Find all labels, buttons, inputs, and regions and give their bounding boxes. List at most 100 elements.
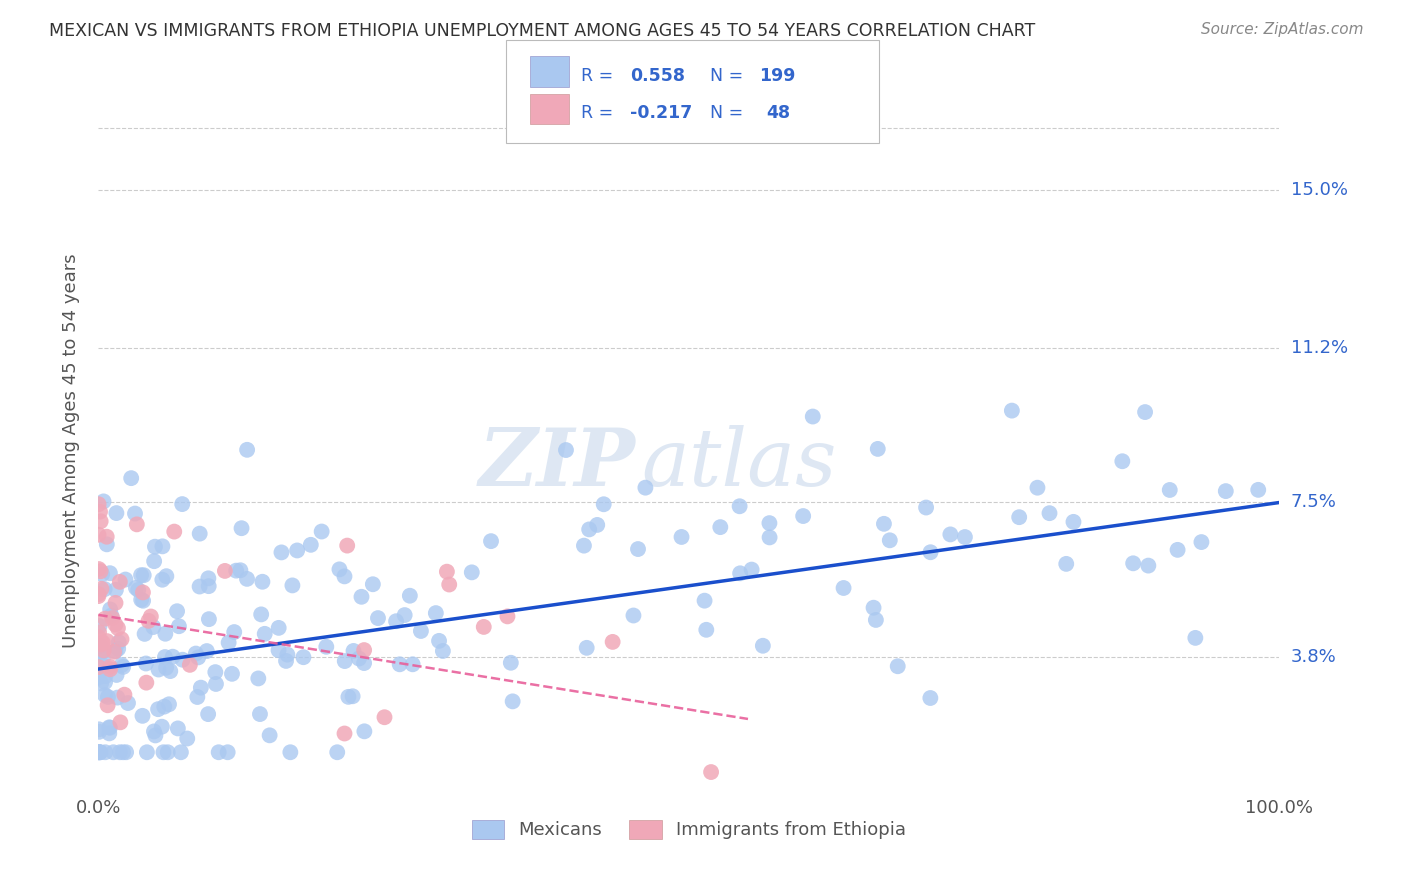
Point bbox=[87, 587, 110, 601]
Point bbox=[326, 745, 349, 759]
Point bbox=[104, 644, 127, 658]
Point bbox=[156, 745, 179, 759]
Point bbox=[409, 624, 432, 638]
Point bbox=[572, 539, 595, 553]
Point bbox=[250, 607, 273, 622]
Point bbox=[186, 690, 208, 704]
Point bbox=[425, 606, 447, 620]
Point bbox=[401, 657, 423, 672]
Point bbox=[100, 608, 122, 623]
Point bbox=[866, 442, 889, 456]
Point bbox=[671, 530, 693, 544]
Point bbox=[915, 500, 938, 515]
Point bbox=[1026, 481, 1049, 495]
Text: 11.2%: 11.2% bbox=[1291, 340, 1348, 358]
Point bbox=[105, 506, 128, 520]
Point bbox=[107, 621, 129, 635]
Point bbox=[138, 614, 160, 628]
Point bbox=[152, 745, 174, 759]
Point bbox=[87, 723, 110, 737]
Point bbox=[578, 523, 600, 537]
Point bbox=[112, 745, 135, 759]
Point bbox=[432, 644, 454, 658]
Point bbox=[91, 651, 114, 665]
Point bbox=[1215, 484, 1237, 499]
Point bbox=[1137, 558, 1160, 573]
Point bbox=[197, 707, 219, 722]
Text: N =: N = bbox=[710, 104, 749, 122]
Point bbox=[94, 745, 117, 759]
Point bbox=[214, 564, 236, 578]
Point bbox=[361, 577, 384, 591]
Point bbox=[285, 543, 308, 558]
Point bbox=[728, 500, 751, 514]
Point bbox=[87, 625, 110, 640]
Point bbox=[172, 497, 194, 511]
Text: 0.558: 0.558 bbox=[630, 67, 685, 85]
Point bbox=[259, 728, 281, 742]
Point bbox=[179, 657, 201, 672]
Point bbox=[299, 538, 322, 552]
Point bbox=[247, 672, 270, 686]
Point bbox=[91, 644, 114, 658]
Text: atlas: atlas bbox=[641, 425, 837, 503]
Point bbox=[94, 688, 117, 702]
Point bbox=[98, 726, 121, 740]
Point bbox=[111, 657, 134, 672]
Point bbox=[586, 517, 609, 532]
Point bbox=[342, 690, 364, 704]
Point bbox=[87, 562, 110, 576]
Point bbox=[270, 545, 292, 559]
Point bbox=[333, 726, 356, 740]
Point bbox=[920, 691, 942, 706]
Point bbox=[236, 572, 259, 586]
Point bbox=[231, 521, 253, 535]
Point bbox=[184, 647, 207, 661]
Point bbox=[107, 635, 129, 649]
Point bbox=[103, 645, 125, 659]
Point bbox=[709, 520, 731, 534]
Point bbox=[752, 639, 775, 653]
Point bbox=[87, 497, 110, 511]
Point bbox=[153, 699, 176, 714]
Point bbox=[93, 494, 115, 508]
Point bbox=[1191, 535, 1213, 549]
Point bbox=[436, 565, 458, 579]
Point bbox=[249, 707, 271, 722]
Point bbox=[135, 745, 157, 759]
Point bbox=[336, 539, 359, 553]
Point bbox=[94, 669, 117, 683]
Point bbox=[197, 579, 219, 593]
Point bbox=[153, 650, 176, 665]
Point bbox=[89, 505, 111, 519]
Point bbox=[479, 534, 502, 549]
Point bbox=[98, 566, 121, 581]
Point bbox=[311, 524, 333, 539]
Point bbox=[132, 593, 155, 607]
Point bbox=[104, 617, 127, 632]
Point bbox=[127, 582, 149, 597]
Point bbox=[112, 688, 135, 702]
Point bbox=[162, 649, 184, 664]
Point bbox=[292, 650, 315, 665]
Point bbox=[159, 664, 181, 678]
Point bbox=[353, 724, 375, 739]
Point bbox=[150, 720, 173, 734]
Point bbox=[117, 696, 139, 710]
Point bbox=[1054, 557, 1077, 571]
Point bbox=[115, 745, 138, 759]
Point bbox=[602, 635, 624, 649]
Point bbox=[693, 593, 716, 607]
Point bbox=[135, 657, 157, 671]
Point bbox=[218, 635, 240, 649]
Point bbox=[93, 643, 115, 657]
Text: 15.0%: 15.0% bbox=[1291, 181, 1347, 199]
Point bbox=[1062, 515, 1084, 529]
Point bbox=[87, 660, 110, 674]
Point bbox=[315, 640, 337, 654]
Point bbox=[90, 637, 112, 651]
Point bbox=[142, 620, 165, 634]
Point bbox=[758, 516, 780, 530]
Point bbox=[155, 569, 177, 583]
Point bbox=[832, 581, 855, 595]
